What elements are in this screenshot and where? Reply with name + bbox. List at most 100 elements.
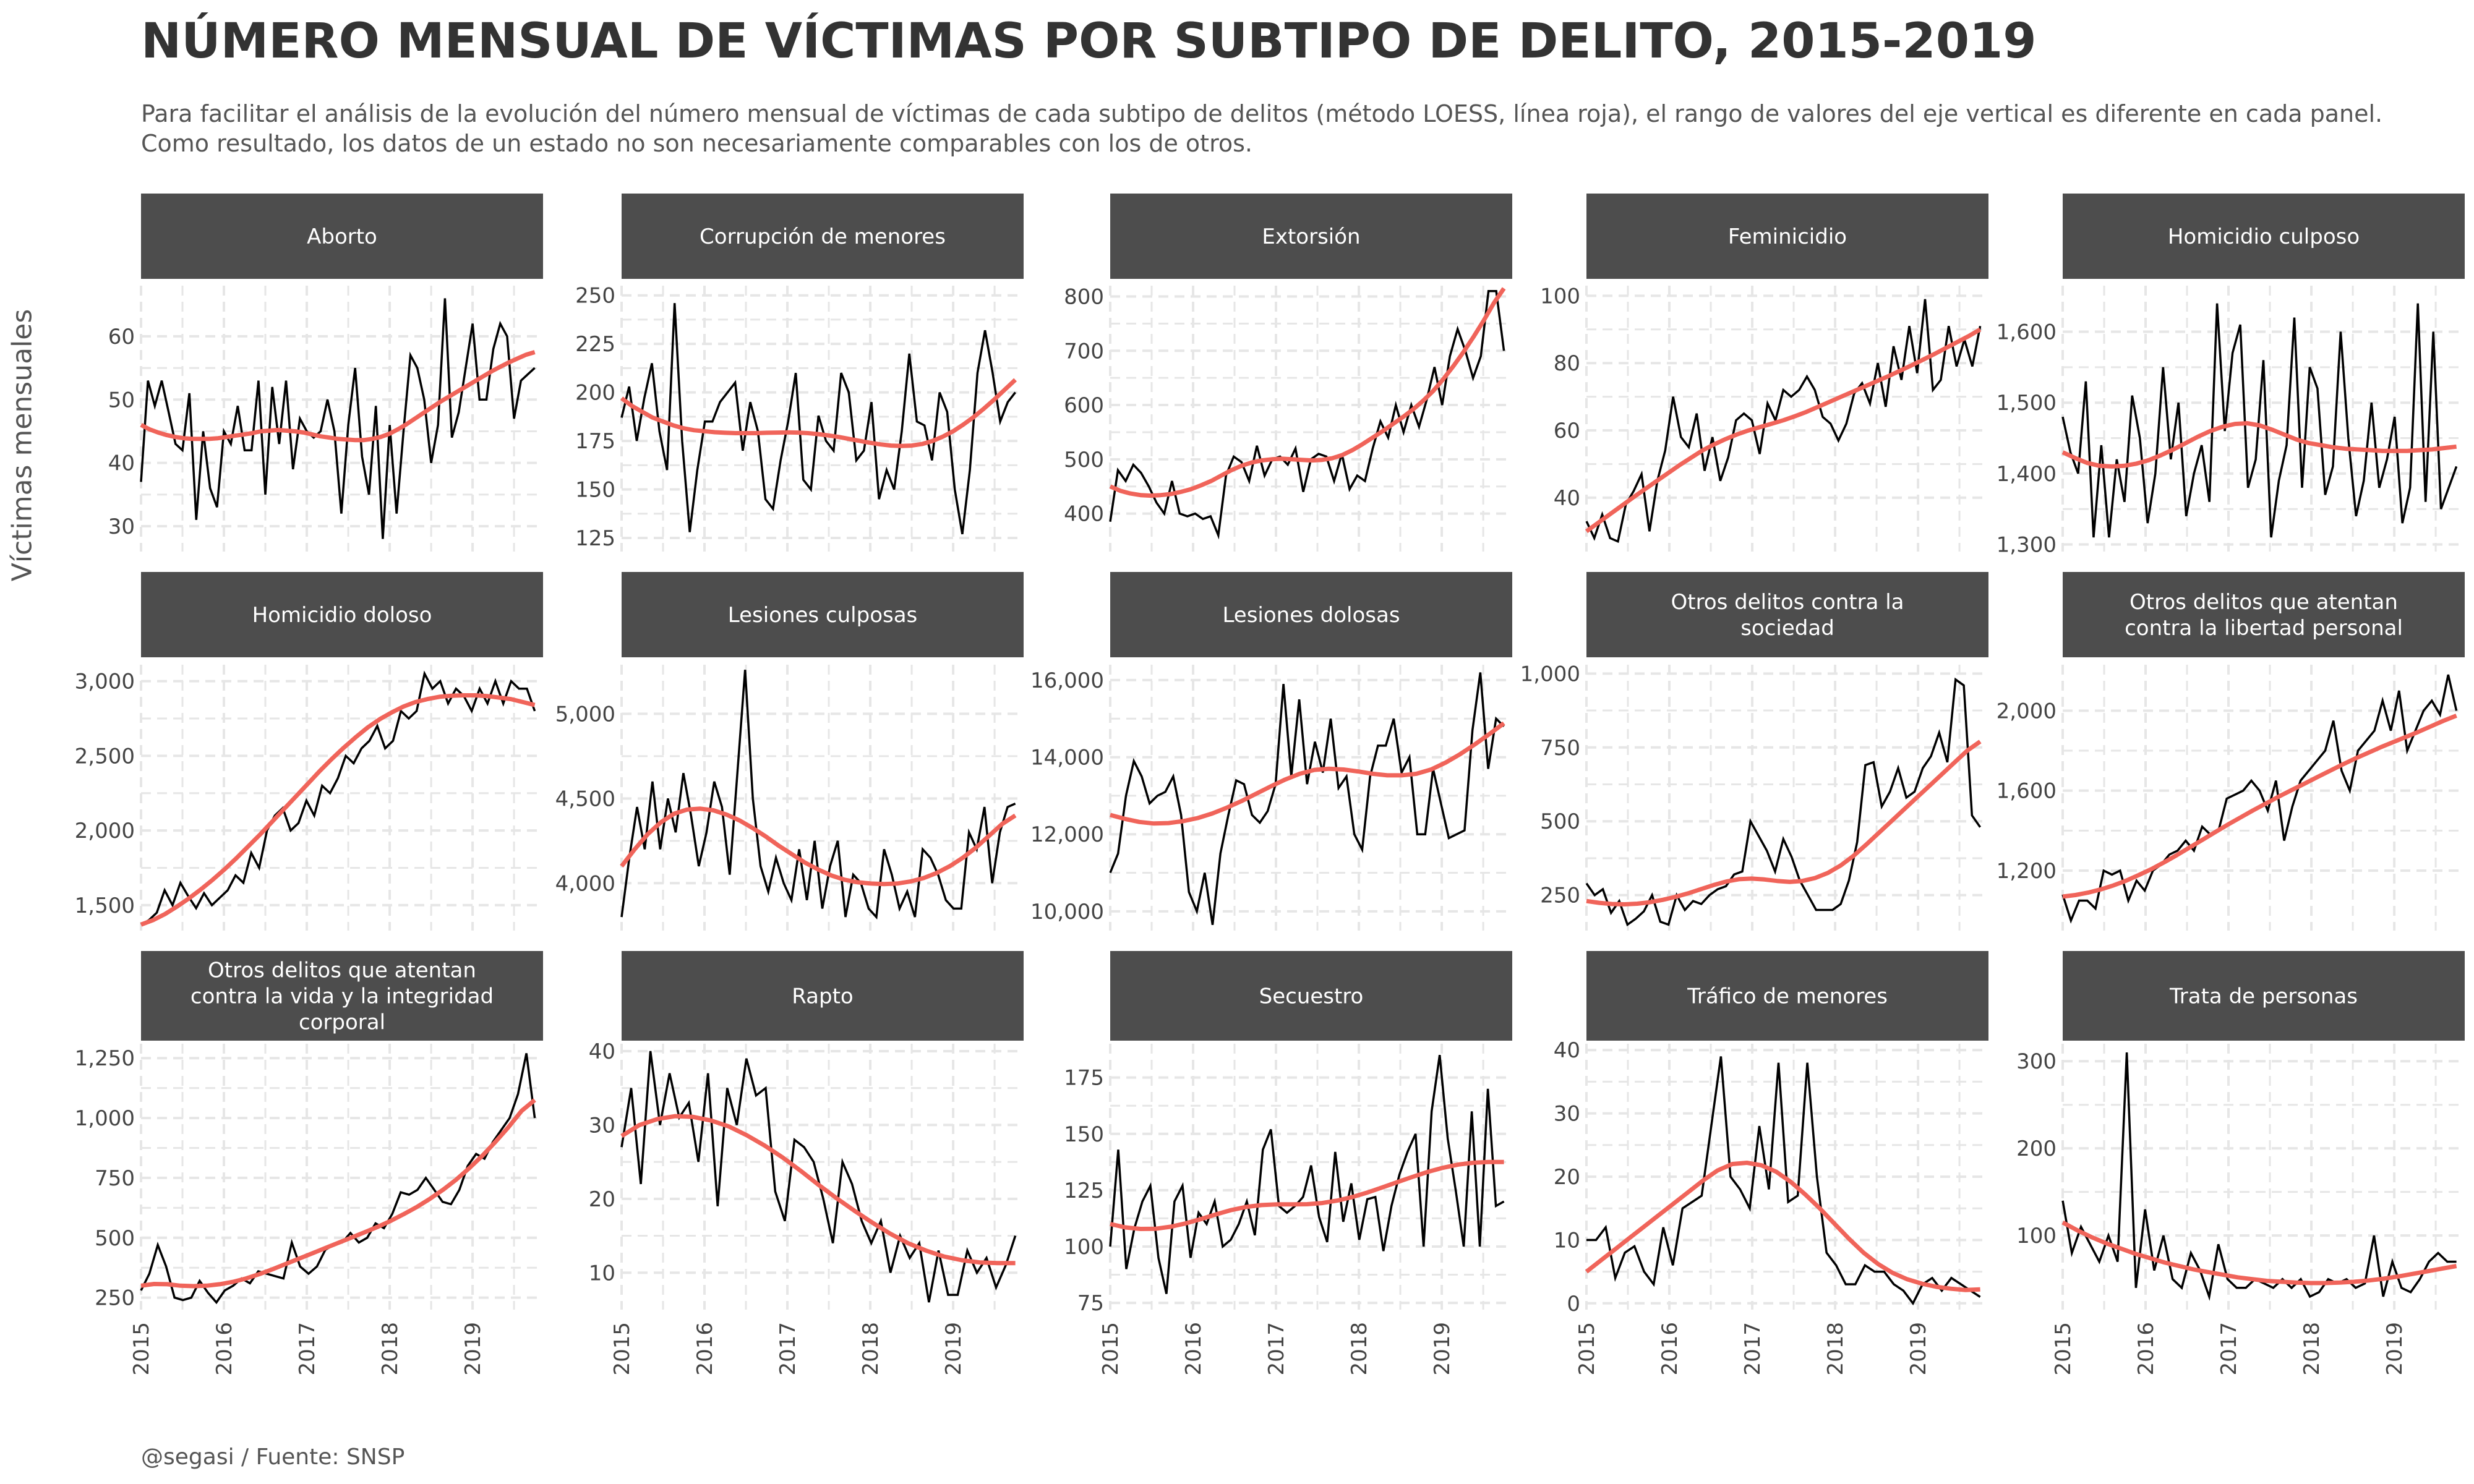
y-tick-label: 600 xyxy=(1064,393,1104,418)
x-tick-label: 2016 xyxy=(1181,1322,1206,1376)
y-tick-label: 200 xyxy=(2016,1136,2057,1161)
facet-panel: Tráfico de menores 0 10 20 30 40 2015 2016 2017 2… xyxy=(1554,951,1988,1376)
series-line xyxy=(620,670,1016,920)
y-tick-label: 40 xyxy=(108,451,135,476)
facet-label: Aborto xyxy=(307,224,377,249)
series-line xyxy=(1109,672,1505,925)
caption: @segasi / Fuente: SNSP xyxy=(141,1444,405,1470)
loess-line xyxy=(1110,721,1505,826)
x-tick-label: 2015 xyxy=(1575,1322,1599,1376)
facet-strip xyxy=(2063,572,2465,657)
x-tick-label: 2019 xyxy=(2382,1322,2407,1376)
loess-line xyxy=(140,350,536,443)
facet-panel: Rapto 10 20 30 40 2015 2016 2017 2018 2019 xyxy=(589,951,1024,1376)
loess-line xyxy=(1110,1159,1504,1231)
y-tick-label: 75 xyxy=(1077,1291,1104,1316)
series-line xyxy=(1109,1054,1505,1294)
y-tick-label: 30 xyxy=(589,1113,615,1138)
y-tick-label: 400 xyxy=(1064,502,1104,527)
y-tick-label: 80 xyxy=(1554,351,1580,376)
y-tick-label: 175 xyxy=(575,429,615,454)
y-tick-label: 20 xyxy=(1554,1165,1580,1190)
y-tick-label: 10,000 xyxy=(1030,900,1104,924)
loess-line xyxy=(2061,1220,2457,1286)
y-tick-label: 40 xyxy=(1554,486,1580,511)
facet-strip xyxy=(141,951,543,1041)
facet-strip xyxy=(622,951,1024,1041)
y-tick-label: 1,500 xyxy=(75,893,135,918)
series-line xyxy=(2061,303,2458,538)
x-tick-label: 2016 xyxy=(212,1322,237,1376)
y-tick-label: 2,000 xyxy=(1997,699,2057,723)
x-tick-label: 2017 xyxy=(1740,1322,1765,1376)
facet-panel: Corrupción de menores 125 150 175 200 225 250 xyxy=(575,194,1024,552)
facet-label: Otros delitos que atentan xyxy=(208,958,476,983)
y-tick-label: 40 xyxy=(1554,1038,1580,1063)
y-tick-label: 4,000 xyxy=(555,871,615,896)
y-tick-label: 125 xyxy=(575,526,615,551)
series-line xyxy=(620,303,1016,535)
y-tick-label: 1,000 xyxy=(75,1106,135,1131)
y-tick-label: 100 xyxy=(1540,284,1580,309)
x-tick-label: 2019 xyxy=(1430,1322,1455,1376)
loess-line xyxy=(2062,714,2457,899)
x-tick-label: 2015 xyxy=(1098,1322,1123,1376)
y-tick-label: 4,500 xyxy=(555,787,615,811)
x-tick-label: 2015 xyxy=(2051,1322,2076,1376)
loess-line xyxy=(620,1114,1016,1266)
series-line xyxy=(1585,677,1982,927)
facet-label: Feminicidio xyxy=(1728,224,1847,249)
y-tick-label: 500 xyxy=(1540,809,1580,834)
facet-label: Extorsión xyxy=(1262,224,1360,249)
facet-panel: Feminicidio 40 60 80 100 xyxy=(1540,194,1988,552)
facet-label: Rapto xyxy=(792,984,853,1009)
page-title: NÚMERO MENSUAL DE VÍCTIMAS POR SUBTIPO D… xyxy=(141,14,2037,69)
y-tick-label: 60 xyxy=(1554,419,1580,443)
y-tick-label: 1,600 xyxy=(1997,779,2057,804)
y-tick-label: 20 xyxy=(589,1187,615,1212)
facet-label: Trata de personas xyxy=(2169,984,2358,1009)
y-tick-label: 125 xyxy=(1064,1179,1104,1203)
facet-strip xyxy=(1586,572,1988,657)
facet-label: Corrupción de menores xyxy=(700,224,946,249)
y-tick-label: 12,000 xyxy=(1030,822,1104,847)
facet-label: sociedad xyxy=(1740,616,1834,641)
facet-strip xyxy=(622,194,1024,279)
y-tick-label: 0 xyxy=(1567,1292,1580,1316)
facet-label: Homicidio culposo xyxy=(2168,224,2360,249)
y-tick-label: 250 xyxy=(575,284,615,309)
x-tick-label: 2019 xyxy=(941,1322,966,1376)
y-tick-label: 1,200 xyxy=(1997,859,2057,884)
series-line xyxy=(1586,1056,1981,1306)
loess-line xyxy=(1109,287,1506,498)
series-line xyxy=(2061,1052,2457,1301)
facet-label: Tráfico de menores xyxy=(1687,984,1888,1009)
facet-label: Homicidio doloso xyxy=(252,603,432,628)
facet-label: Lesiones dolosas xyxy=(1222,603,1400,628)
facet-strip xyxy=(2063,194,2465,279)
facet-strip xyxy=(2063,951,2465,1041)
facet-panel: Trata de personas 100 200 300 2015 2016 2017 20… xyxy=(2016,951,2465,1376)
series-line xyxy=(620,1051,1017,1303)
y-tick-label: 225 xyxy=(575,332,615,357)
y-tick-label: 40 xyxy=(589,1039,615,1064)
x-tick-label: 2019 xyxy=(1906,1322,1931,1376)
y-tick-label: 50 xyxy=(108,388,135,412)
facet-panel: Homicidio doloso 1,500 2,000 2,500 3,000 xyxy=(75,572,543,931)
facet-label: Otros delitos que atentan xyxy=(2129,590,2398,615)
facet-strip xyxy=(1110,951,1512,1041)
series-line xyxy=(1585,299,1982,544)
x-tick-label: 2015 xyxy=(610,1322,635,1376)
facet-label: contra la libertad personal xyxy=(2125,616,2403,641)
y-tick-label: 14,000 xyxy=(1030,746,1104,770)
x-tick-label: 2017 xyxy=(776,1322,800,1376)
series-line xyxy=(140,298,536,539)
y-tick-label: 750 xyxy=(95,1166,135,1191)
page-subtitle: Para facilitar el análisis de la evoluci… xyxy=(141,100,2383,157)
y-tick-label: 1,600 xyxy=(1997,320,2057,345)
series-line xyxy=(1109,290,1505,540)
facet-label: Otros delitos contra la xyxy=(1671,590,1904,615)
facet-strip xyxy=(141,572,543,657)
loess-line xyxy=(620,378,1017,448)
